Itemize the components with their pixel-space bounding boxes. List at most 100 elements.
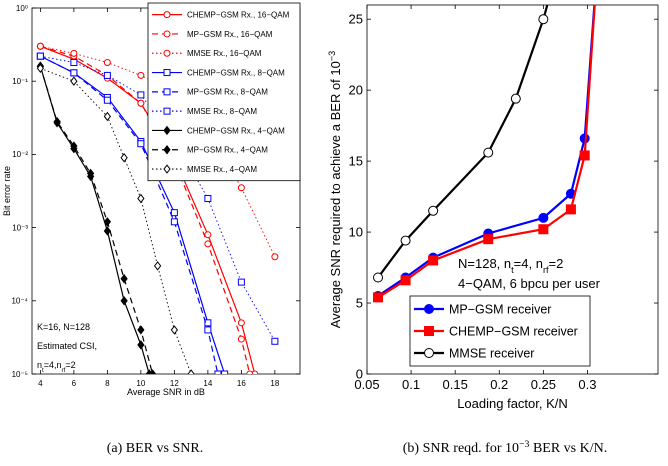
marker bbox=[120, 296, 128, 306]
annotation-part: rf bbox=[543, 265, 549, 275]
marker bbox=[204, 326, 212, 334]
marker bbox=[137, 193, 145, 204]
marker bbox=[36, 42, 44, 50]
caption: (a) BER vs SNR. bbox=[107, 441, 203, 456]
marker bbox=[400, 275, 411, 286]
x-axis-label: Loading factor, K/N bbox=[457, 396, 568, 411]
annotation-part: 4−QAM, 6 bpcu per user bbox=[458, 276, 601, 291]
marker bbox=[237, 335, 245, 343]
marker bbox=[163, 30, 171, 38]
legend-label: MMSE Rx., 8−QAM bbox=[187, 107, 257, 116]
marker bbox=[214, 370, 222, 374]
annotation-part: K=16, N=128 bbox=[37, 322, 90, 332]
y-tick-label: 10⁻⁴ bbox=[11, 297, 28, 306]
marker bbox=[137, 140, 145, 148]
caption-part: (a) BER vs SNR. bbox=[107, 441, 203, 456]
x-tick-label: 14 bbox=[203, 379, 212, 388]
marker bbox=[251, 370, 259, 374]
marker bbox=[187, 369, 195, 374]
x-tick-label: 6 bbox=[72, 379, 77, 388]
marker bbox=[163, 107, 171, 115]
legend: CHEMP−GSM Rx., 16−QAM MP−GSM Rx., 16−QAM M… bbox=[147, 2, 301, 182]
y-tick-label: 0 bbox=[356, 367, 363, 382]
marker bbox=[137, 340, 145, 350]
marker bbox=[137, 99, 145, 107]
x-tick-label: 0.2 bbox=[490, 377, 508, 392]
marker bbox=[70, 49, 78, 57]
x-axis-label: Average SNR in dB bbox=[127, 387, 205, 397]
plot-area bbox=[373, 5, 596, 303]
x-tick-label: 0.05 bbox=[354, 377, 379, 392]
marker bbox=[103, 226, 112, 236]
marker bbox=[163, 11, 171, 19]
x-tick-label: 10 bbox=[136, 379, 145, 388]
x-tick-label: 8 bbox=[105, 379, 110, 388]
marker bbox=[163, 164, 171, 174]
legend-label: MMSE Rx., 16−QAM bbox=[187, 49, 262, 58]
annotation-part: =4,n bbox=[44, 360, 62, 370]
marker bbox=[86, 168, 95, 179]
x-tick-label: 16 bbox=[237, 379, 246, 388]
annotation: Estimated CSI, bbox=[37, 341, 97, 351]
marker bbox=[137, 91, 145, 99]
marker bbox=[400, 235, 411, 246]
marker bbox=[163, 125, 171, 136]
y-tick-label: 15 bbox=[349, 154, 363, 169]
marker bbox=[36, 63, 45, 74]
chart: 4 6 8 10 12 14 16 18 10⁻⁵ 10⁻⁴ 10⁻³ 10⁻² 10⁻¹ 10⁰ Aver… bbox=[2, 2, 301, 397]
marker bbox=[53, 116, 61, 127]
y-tick-label: 5 bbox=[356, 296, 363, 311]
annotation-part: n bbox=[37, 360, 42, 370]
marker bbox=[237, 184, 245, 192]
y-tick-label: 10⁻² bbox=[12, 150, 28, 159]
marker bbox=[170, 218, 178, 226]
annotation-part: =4, n bbox=[514, 256, 543, 271]
legend-label: MP−GSM Rx., 8−QAM bbox=[187, 88, 268, 97]
marker bbox=[148, 369, 157, 374]
marker bbox=[579, 150, 590, 161]
legend-label: MP−GSM receiver bbox=[449, 302, 551, 316]
marker bbox=[538, 212, 549, 223]
marker bbox=[221, 370, 229, 374]
x-tick-label: 0.3 bbox=[578, 377, 596, 392]
marker bbox=[246, 370, 254, 374]
caption-part: BER vs K/N. bbox=[529, 441, 607, 456]
chart: 0.05 0.1 0.15 0.2 0.25 0.3 0 5 10 15 20 25 Loading f… bbox=[327, 4, 659, 411]
marker bbox=[170, 325, 179, 335]
y-axis-label-part: −3 bbox=[327, 51, 337, 61]
legend: MP−GSM receiver CHEMP−GSM receiver MMSE re… bbox=[409, 295, 591, 367]
legend-label: CHEMP−GSM Rx., 4−QAM bbox=[187, 126, 285, 135]
annotation-part: t bbox=[511, 265, 514, 275]
x-tick-label: 18 bbox=[270, 379, 279, 388]
marker bbox=[204, 231, 212, 239]
legend-label: MP−GSM Rx., 16−QAM bbox=[187, 30, 273, 39]
caption-part: −3 bbox=[519, 439, 530, 450]
marker bbox=[163, 145, 171, 155]
marker bbox=[70, 59, 78, 67]
marker bbox=[204, 240, 212, 248]
marker bbox=[153, 261, 162, 271]
marker bbox=[428, 205, 439, 216]
y-axis-label-part: Average SNR required to achieve a BER of… bbox=[328, 61, 343, 328]
marker bbox=[424, 304, 434, 314]
marker bbox=[163, 49, 171, 57]
annotation-part: =2 bbox=[549, 256, 564, 271]
x-tick-label: 0.25 bbox=[531, 377, 556, 392]
marker bbox=[70, 69, 78, 77]
y-axis-label: Average SNR required to achieve a BER of… bbox=[327, 51, 343, 329]
y-axis-label: Bit error rate bbox=[2, 166, 12, 216]
annotation-part: Estimated CSI, bbox=[37, 341, 97, 351]
marker bbox=[204, 194, 212, 202]
marker bbox=[103, 71, 111, 79]
annotation: 4−QAM, 6 bpcu per user bbox=[458, 276, 601, 291]
marker bbox=[428, 255, 439, 266]
series-line bbox=[39, 66, 150, 374]
annotation: N=128, nt=4, nrf=2 bbox=[458, 256, 563, 275]
legend-label: MMSE Rx., 4−QAM bbox=[187, 165, 257, 174]
annotation-part: rf bbox=[62, 367, 66, 374]
marker bbox=[103, 217, 112, 227]
marker bbox=[565, 204, 576, 215]
legend-label: MMSE receiver bbox=[449, 346, 534, 360]
